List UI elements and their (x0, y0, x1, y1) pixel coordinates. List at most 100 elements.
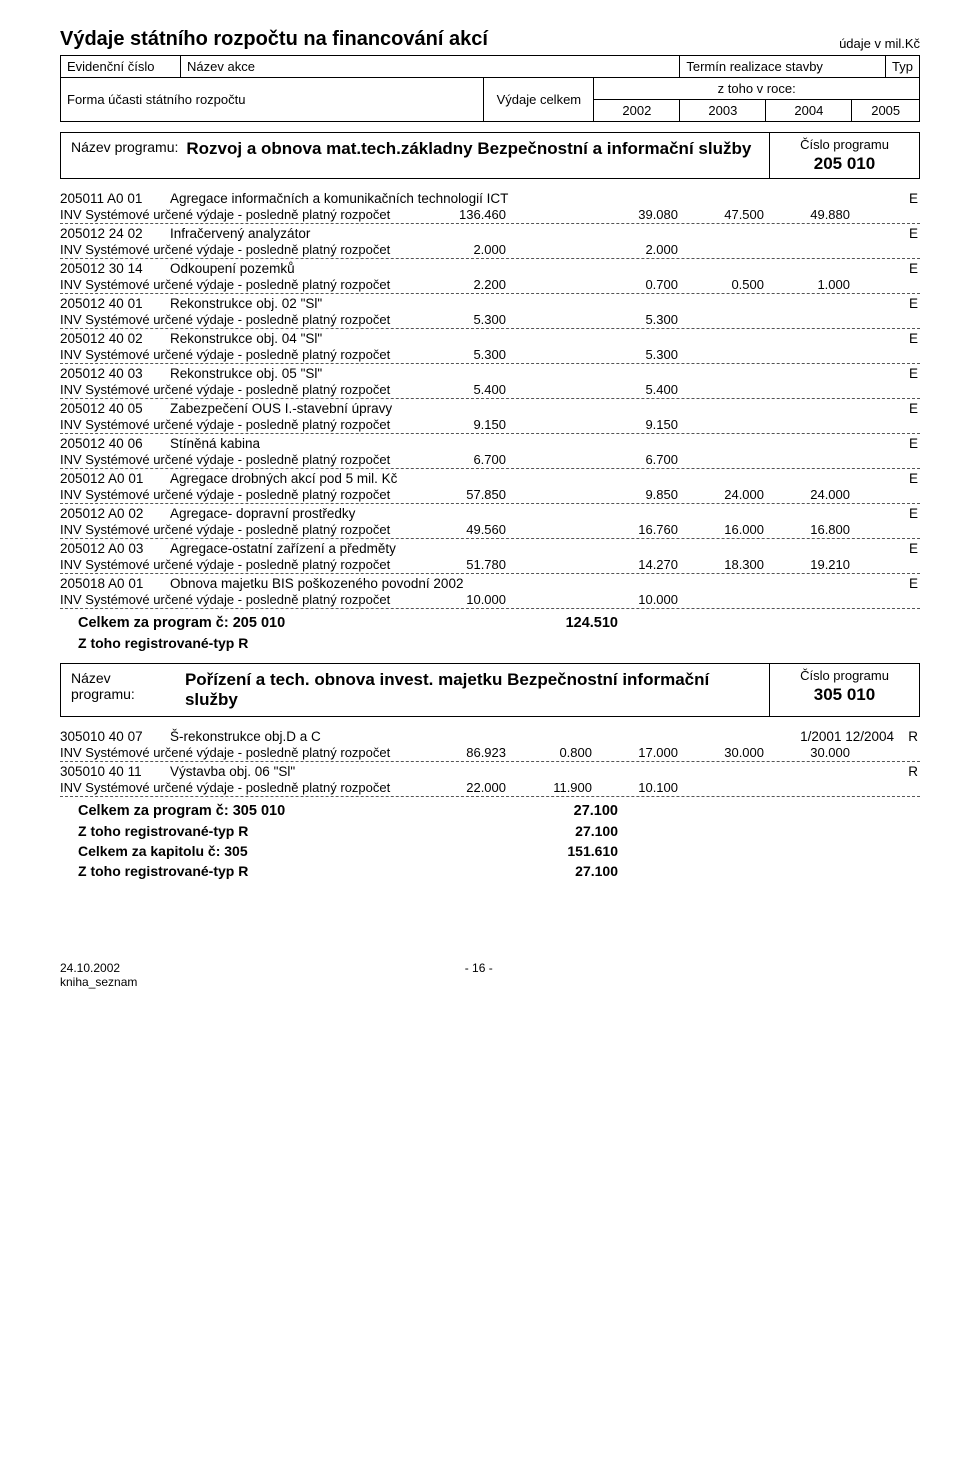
line-label: INV Systémové určené výdaje - posledně p… (60, 522, 410, 537)
item-term (774, 471, 894, 486)
val-2003: 10.100 (592, 780, 678, 795)
val-2004 (678, 592, 764, 607)
summary-label: Z toho registrované-typ R (78, 823, 478, 839)
val-total: 9.150 (410, 417, 506, 432)
val-2003: 17.000 (592, 745, 678, 760)
item-typ: R (894, 729, 920, 744)
item-typ: E (894, 226, 920, 241)
item-name: Rekonstrukce obj. 04 "Sl" (170, 331, 774, 346)
item-head: 205012 40 02Rekonstrukce obj. 04 "Sl"E (60, 329, 920, 347)
item-line: INV Systémové určené výdaje - posledně p… (60, 452, 920, 469)
val-2002 (506, 382, 592, 397)
program-box: Název programu:Rozvoj a obnova mat.tech.… (60, 132, 920, 179)
item-head: 205012 40 05Zabezpečení OUS I.-stavební … (60, 399, 920, 417)
item-code: 205012 40 03 (60, 366, 170, 381)
val-2004 (678, 312, 764, 327)
program-name: Pořízení a tech. obnova invest. majetku … (185, 670, 759, 710)
val-2002: 11.900 (506, 780, 592, 795)
val-2002 (506, 277, 592, 292)
page-title: Výdaje státního rozpočtu na financování … (60, 28, 488, 51)
val-total: 49.560 (410, 522, 506, 537)
item-head: 205018 A0 01Obnova majetku BIS poškozené… (60, 574, 920, 592)
program-number: 205 010 (778, 154, 911, 174)
item-head: 305010 40 07Š-rekonstrukce obj.D a C1/20… (60, 727, 920, 745)
col-total: Výdaje celkem (484, 78, 594, 122)
line-label: INV Systémové určené výdaje - posledně p… (60, 207, 410, 222)
item-line: INV Systémové určené výdaje - posledně p… (60, 487, 920, 504)
item-head: 205012 A0 02Agregace- dopravní prostředk… (60, 504, 920, 522)
item-term (774, 541, 894, 556)
val-2004: 47.500 (678, 207, 764, 222)
item-line: INV Systémové určené výdaje - posledně p… (60, 277, 920, 294)
col-name: Název akce (181, 56, 680, 78)
summary-value: 27.100 (478, 803, 618, 819)
val-2002 (506, 592, 592, 607)
item-line: INV Systémové určené výdaje - posledně p… (60, 207, 920, 224)
val-total: 2.200 (410, 277, 506, 292)
item-typ: E (894, 366, 920, 381)
item-head: 205012 40 06Stíněná kabinaE (60, 434, 920, 452)
line-label: INV Systémové určené výdaje - posledně p… (60, 382, 410, 397)
val-2005 (764, 592, 850, 607)
item-code: 205012 40 01 (60, 296, 170, 311)
val-2002 (506, 312, 592, 327)
item-code: 205012 24 02 (60, 226, 170, 241)
summary-row: Celkem za kapitolu č: 305151.610 (60, 841, 920, 861)
val-2005: 24.000 (764, 487, 850, 502)
item-code: 205018 A0 01 (60, 576, 170, 591)
item-head: 305010 40 11Výstavba obj. 06 "Sl"R (60, 762, 920, 780)
val-total: 10.000 (410, 592, 506, 607)
item-name: Zabezpečení OUS I.-stavební úpravy (170, 401, 774, 416)
summary-value: 27.100 (478, 823, 618, 839)
item-line: INV Systémové určené výdaje - posledně p… (60, 557, 920, 574)
line-label: INV Systémové určené výdaje - posledně p… (60, 417, 410, 432)
program-number: 305 010 (778, 685, 911, 705)
item-head: 205012 40 01Rekonstrukce obj. 02 "Sl"E (60, 294, 920, 312)
item-typ: E (894, 576, 920, 591)
item-name: Stíněná kabina (170, 436, 774, 451)
val-2005 (764, 312, 850, 327)
item-line: INV Systémové určené výdaje - posledně p… (60, 347, 920, 364)
item-line: INV Systémové určené výdaje - posledně p… (60, 592, 920, 609)
item-code: 205012 40 05 (60, 401, 170, 416)
val-2003: 39.080 (592, 207, 678, 222)
item-code: 205012 A0 03 (60, 541, 170, 556)
val-2004: 0.500 (678, 277, 764, 292)
item-typ: E (894, 261, 920, 276)
val-2003: 5.300 (592, 347, 678, 362)
item-term (774, 506, 894, 521)
item-name: Agregace informačních a komunikačních te… (170, 191, 774, 206)
item-term (774, 191, 894, 206)
val-total: 6.700 (410, 452, 506, 467)
val-2003: 5.300 (592, 312, 678, 327)
item-term (774, 436, 894, 451)
summary-label: Celkem za program č: 205 010 (78, 615, 478, 631)
val-2003: 16.760 (592, 522, 678, 537)
item-name: Š-rekonstrukce obj.D a C (170, 729, 774, 744)
item-term (774, 576, 894, 591)
line-label: INV Systémové určené výdaje - posledně p… (60, 557, 410, 572)
val-2002 (506, 487, 592, 502)
item-term (774, 401, 894, 416)
item-code: 205012 30 14 (60, 261, 170, 276)
program-num-label: Číslo programu (778, 668, 911, 683)
item-term (774, 261, 894, 276)
line-label: INV Systémové určené výdaje - posledně p… (60, 592, 410, 607)
item-term (774, 296, 894, 311)
summary-value: 151.610 (478, 843, 618, 859)
val-2004: 24.000 (678, 487, 764, 502)
item-name: Výstavba obj. 06 "Sl" (170, 764, 774, 779)
summary-row: Celkem za program č: 205 010124.510 (60, 609, 920, 633)
program-label: Název programu: (71, 139, 178, 172)
val-2003: 9.150 (592, 417, 678, 432)
summary-row: Z toho registrované-typ R (60, 633, 920, 653)
col-term: Termín realizace stavby (680, 56, 886, 78)
item-typ: E (894, 541, 920, 556)
val-2002 (506, 207, 592, 222)
val-2004 (678, 417, 764, 432)
item-name: Rekonstrukce obj. 05 "Sl" (170, 366, 774, 381)
summary-label: Z toho registrované-typ R (78, 635, 478, 651)
summary-row: Z toho registrované-typ R27.100 (60, 821, 920, 841)
line-label: INV Systémové určené výdaje - posledně p… (60, 452, 410, 467)
footer-page: - 16 - (137, 961, 820, 990)
